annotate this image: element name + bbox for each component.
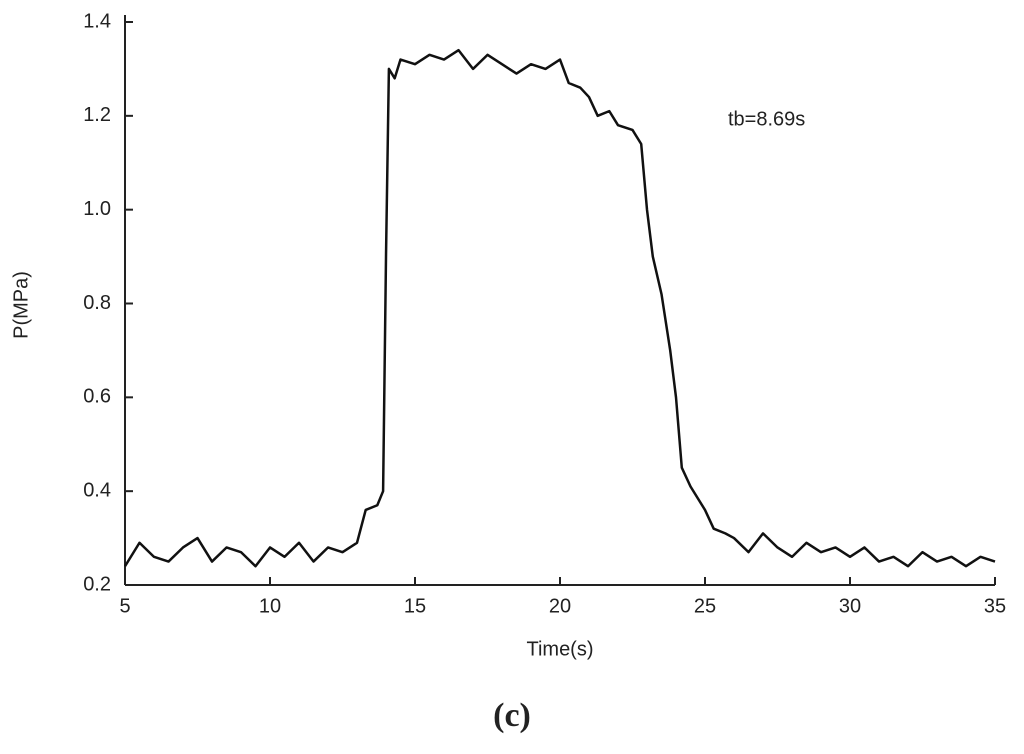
- x-tick-label: 5: [119, 595, 130, 617]
- x-tick-label: 35: [984, 595, 1006, 617]
- x-tick-label: 10: [259, 595, 281, 617]
- x-tick-label: 25: [694, 595, 716, 617]
- x-tick-label: 30: [839, 595, 861, 617]
- y-tick-label: 0.2: [83, 573, 111, 595]
- y-axis-label: P(MPa): [10, 271, 32, 339]
- y-tick-label: 1.4: [83, 10, 111, 32]
- y-tick-label: 0.8: [83, 292, 111, 314]
- y-tick-label: 1.2: [83, 104, 111, 126]
- x-tick-label: 20: [549, 595, 571, 617]
- annotation: tb=8.69s: [728, 108, 805, 130]
- x-axis-label: Time(s): [526, 638, 593, 660]
- y-tick-label: 0.6: [83, 386, 111, 408]
- y-tick-label: 0.4: [83, 479, 111, 501]
- y-tick-label: 1.0: [83, 198, 111, 220]
- caption: (c): [493, 697, 531, 734]
- data-line: [123, 48, 996, 568]
- x-tick-label: 15: [404, 595, 426, 617]
